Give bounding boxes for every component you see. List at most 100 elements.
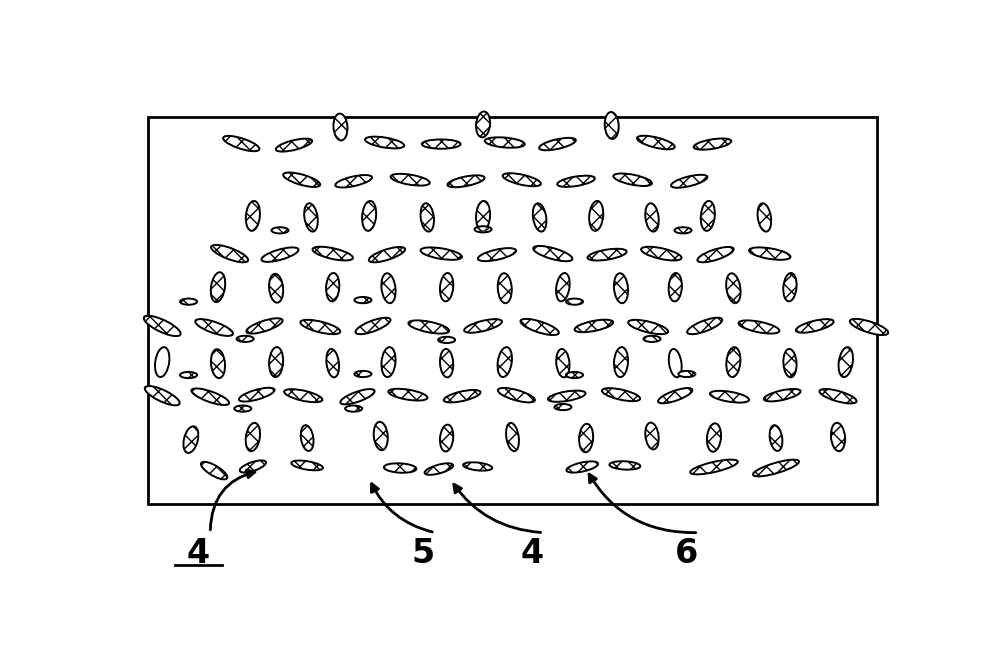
Text: 6: 6 — [675, 537, 698, 570]
Text: 5: 5 — [412, 537, 435, 570]
Ellipse shape — [365, 137, 404, 148]
Ellipse shape — [613, 174, 652, 186]
Ellipse shape — [464, 319, 502, 333]
Ellipse shape — [753, 460, 799, 476]
Ellipse shape — [240, 460, 266, 472]
Ellipse shape — [345, 405, 362, 412]
Ellipse shape — [388, 389, 427, 401]
Ellipse shape — [144, 316, 181, 336]
Ellipse shape — [201, 462, 227, 479]
Ellipse shape — [421, 203, 434, 231]
Ellipse shape — [690, 460, 738, 474]
Ellipse shape — [476, 111, 490, 138]
Ellipse shape — [770, 425, 782, 451]
Ellipse shape — [421, 248, 462, 260]
Ellipse shape — [498, 347, 512, 377]
Ellipse shape — [362, 201, 376, 231]
Text: 4: 4 — [520, 537, 543, 570]
Ellipse shape — [587, 249, 627, 260]
Ellipse shape — [381, 273, 396, 303]
Ellipse shape — [614, 273, 628, 303]
Ellipse shape — [796, 319, 834, 333]
Ellipse shape — [575, 319, 613, 332]
Ellipse shape — [145, 386, 180, 405]
Ellipse shape — [276, 139, 312, 152]
Ellipse shape — [261, 248, 299, 262]
Ellipse shape — [520, 319, 559, 335]
Ellipse shape — [269, 274, 283, 303]
Ellipse shape — [694, 138, 731, 150]
Ellipse shape — [503, 173, 541, 187]
Ellipse shape — [850, 319, 888, 335]
Ellipse shape — [533, 203, 546, 231]
Ellipse shape — [300, 320, 340, 334]
Ellipse shape — [628, 320, 668, 334]
Ellipse shape — [589, 201, 603, 231]
Ellipse shape — [475, 226, 492, 232]
Ellipse shape — [609, 461, 640, 470]
Ellipse shape — [239, 388, 275, 401]
Ellipse shape — [554, 404, 571, 410]
Ellipse shape — [671, 174, 707, 188]
Ellipse shape — [191, 389, 229, 405]
Ellipse shape — [579, 424, 593, 452]
Ellipse shape — [831, 423, 845, 451]
Ellipse shape — [701, 201, 715, 231]
Ellipse shape — [669, 273, 682, 301]
Ellipse shape — [539, 138, 576, 150]
Ellipse shape — [440, 273, 453, 301]
Ellipse shape — [355, 317, 391, 334]
Ellipse shape — [687, 317, 722, 334]
Ellipse shape — [764, 389, 801, 401]
Ellipse shape — [739, 320, 779, 333]
Ellipse shape — [658, 388, 692, 403]
Ellipse shape — [335, 175, 372, 187]
Ellipse shape — [819, 389, 857, 403]
Ellipse shape — [783, 273, 797, 301]
Ellipse shape — [548, 391, 586, 402]
Ellipse shape — [614, 347, 628, 377]
Ellipse shape — [447, 175, 485, 187]
Ellipse shape — [374, 422, 388, 450]
Text: 4: 4 — [187, 537, 210, 570]
Ellipse shape — [155, 347, 169, 377]
Ellipse shape — [637, 136, 675, 150]
Ellipse shape — [476, 201, 490, 231]
Ellipse shape — [566, 462, 598, 472]
Ellipse shape — [556, 273, 570, 301]
Ellipse shape — [498, 388, 535, 403]
Ellipse shape — [271, 227, 289, 234]
Ellipse shape — [180, 299, 197, 305]
Ellipse shape — [566, 372, 583, 378]
Ellipse shape — [726, 347, 740, 377]
Ellipse shape — [211, 349, 225, 378]
Ellipse shape — [408, 320, 449, 333]
Ellipse shape — [312, 247, 353, 260]
Ellipse shape — [246, 423, 260, 451]
Ellipse shape — [326, 273, 339, 301]
Ellipse shape — [384, 463, 416, 473]
Ellipse shape — [643, 336, 661, 342]
Ellipse shape — [381, 347, 396, 377]
Ellipse shape — [506, 423, 519, 451]
Ellipse shape — [425, 463, 453, 475]
Ellipse shape — [234, 405, 251, 412]
Ellipse shape — [440, 349, 453, 377]
Ellipse shape — [291, 460, 323, 470]
Ellipse shape — [326, 349, 339, 377]
Ellipse shape — [246, 318, 283, 333]
Ellipse shape — [211, 272, 225, 302]
Ellipse shape — [283, 172, 320, 187]
Ellipse shape — [749, 248, 790, 260]
Ellipse shape — [645, 203, 659, 231]
Ellipse shape — [645, 423, 659, 450]
Ellipse shape — [641, 247, 682, 260]
Ellipse shape — [304, 203, 318, 231]
Ellipse shape — [333, 113, 347, 140]
Ellipse shape — [602, 388, 640, 401]
Ellipse shape — [678, 371, 695, 377]
Ellipse shape — [195, 319, 233, 336]
Ellipse shape — [438, 337, 455, 343]
Ellipse shape — [211, 245, 248, 262]
Ellipse shape — [180, 372, 197, 378]
